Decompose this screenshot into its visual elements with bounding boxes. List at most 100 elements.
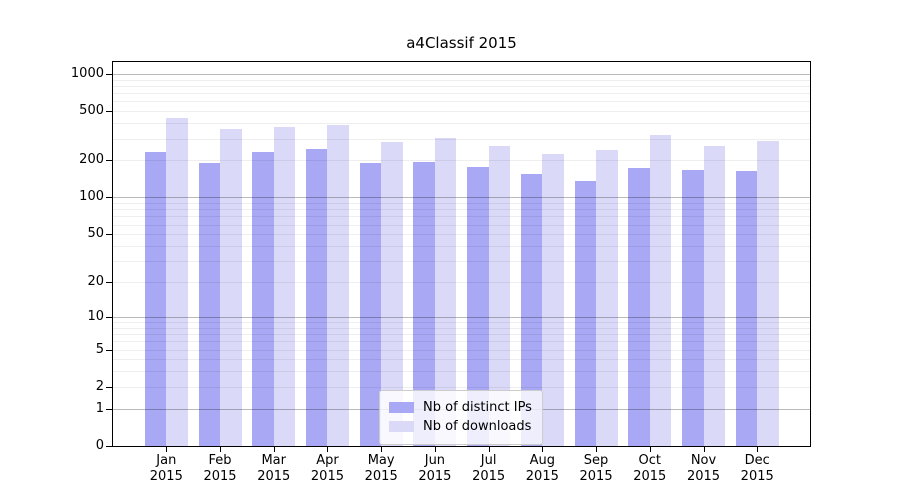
legend: Nb of distinct IPs Nb of downloads [379, 390, 543, 445]
minor-gridline-50 [113, 234, 810, 236]
x-tick-label-jul: Jul 2015 [472, 453, 506, 484]
y-tick-mark-10 [106, 316, 112, 318]
x-tick-label-nov: Nov 2015 [686, 453, 721, 484]
chart-title: a4Classif 2015 [406, 34, 517, 52]
bar-feb-downloads [220, 129, 242, 446]
x-tick-label-oct: Oct 2015 [633, 453, 667, 484]
minor-gridline-70 [113, 216, 810, 218]
minor-gridline-6 [113, 341, 810, 343]
x-tick-label-dec: Dec 2015 [740, 453, 774, 484]
x-tick-label-apr: Apr 2015 [310, 453, 344, 484]
minor-gridline-500 [113, 111, 810, 113]
bar-aug-distinct-ips [520, 174, 543, 446]
bar-jan-distinct-ips [144, 152, 167, 446]
x-tick-mark-jul [488, 447, 490, 452]
y-tick-mark-100 [106, 197, 112, 199]
bar-apr-distinct-ips [305, 149, 328, 446]
minor-gridline-20 [113, 282, 810, 284]
x-tick-label-mar: Mar 2015 [257, 453, 291, 484]
minor-gridline-400 [113, 123, 810, 125]
bar-sep-downloads [596, 149, 618, 446]
y-tick-label-50: 50 [87, 226, 104, 242]
x-tick-mark-jan [166, 447, 168, 452]
bar-oct-distinct-ips [628, 168, 650, 446]
bar-mar-distinct-ips [252, 151, 274, 446]
y-tick-label-200: 200 [79, 152, 104, 168]
minor-gridline-200 [113, 160, 810, 162]
bar-sep-distinct-ips [574, 181, 597, 446]
minor-gridline-900 [113, 79, 810, 81]
x-tick-mark-apr [327, 447, 329, 452]
x-tick-label-aug: Aug 2015 [525, 453, 559, 484]
y-tick-label-0: 0 [95, 438, 104, 453]
x-tick-mark-feb [220, 447, 222, 452]
legend-label-downloads: Nb of downloads [423, 418, 532, 434]
x-tick-label-jan: Jan 2015 [149, 453, 183, 484]
x-tick-mark-sep [596, 447, 598, 452]
legend-row-downloads: Nb of downloads [389, 418, 532, 435]
x-tick-mark-aug [542, 447, 544, 452]
minor-gridline-40 [113, 246, 810, 247]
bar-jun-downloads [434, 137, 457, 446]
y-tick-label-1000: 1000 [70, 65, 104, 81]
y-tick-mark-2 [106, 386, 112, 388]
y-tick-label-1: 1 [95, 400, 104, 416]
bar-dec-distinct-ips [735, 171, 758, 446]
y-tick-mark-0 [106, 446, 112, 447]
minor-gridline-2 [113, 386, 810, 388]
bar-aug-downloads [542, 153, 564, 446]
x-tick-label-may: May 2015 [364, 453, 398, 484]
x-tick-mark-oct [649, 447, 651, 452]
bar-may-distinct-ips [359, 162, 382, 446]
minor-gridline-5 [113, 349, 810, 351]
x-tick-label-feb: Feb 2015 [203, 453, 237, 484]
y-tick-mark-500 [106, 111, 112, 113]
major-gridline-100 [113, 197, 810, 199]
y-tick-mark-20 [106, 282, 112, 284]
y-tick-mark-200 [106, 160, 112, 162]
y-tick-label-100: 100 [79, 189, 104, 205]
bar-may-downloads [381, 141, 403, 446]
legend-swatch-downloads [389, 421, 414, 432]
x-tick-mark-mar [273, 447, 275, 452]
minor-gridline-4 [113, 359, 810, 361]
minor-gridline-60 [113, 224, 810, 226]
x-tick-label-jun: Jun 2015 [418, 453, 452, 484]
x-tick-mark-dec [757, 447, 759, 452]
bar-mar-downloads [273, 126, 296, 446]
bar-apr-downloads [327, 125, 349, 446]
bar-jul-downloads [488, 146, 511, 446]
bar-jun-distinct-ips [413, 162, 435, 446]
bar-nov-downloads [703, 146, 725, 446]
y-tick-mark-5 [106, 349, 112, 351]
minor-gridline-8 [113, 327, 810, 329]
minor-gridline-3 [113, 371, 810, 373]
y-tick-label-5: 5 [95, 341, 104, 357]
minor-gridline-700 [113, 93, 810, 95]
minor-gridline-300 [113, 138, 810, 140]
x-tick-mark-nov [703, 447, 705, 452]
major-gridline-10 [113, 316, 810, 318]
y-tick-label-10: 10 [87, 308, 104, 324]
minor-gridline-7 [113, 334, 810, 336]
x-tick-mark-may [381, 447, 383, 452]
minor-gridline-30 [113, 261, 810, 263]
legend-label-distinct-ips: Nb of distinct IPs [423, 399, 532, 415]
x-tick-label-sep: Sep 2015 [579, 453, 613, 484]
x-tick-mark-jun [434, 447, 436, 452]
bar-feb-distinct-ips [198, 163, 221, 446]
bar-dec-downloads [757, 141, 779, 446]
bar-nov-distinct-ips [682, 169, 704, 446]
minor-gridline-90 [113, 203, 810, 205]
y-tick-label-500: 500 [79, 103, 104, 119]
y-tick-mark-1000 [106, 73, 112, 75]
bar-jul-distinct-ips [467, 166, 489, 446]
bar-oct-downloads [649, 135, 672, 446]
plot-area: Nb of distinct IPs Nb of downloads [113, 62, 810, 446]
minor-gridline-800 [113, 85, 810, 87]
minor-gridline-600 [113, 101, 810, 103]
minor-gridline-80 [113, 209, 810, 211]
y-tick-label-2: 2 [95, 378, 104, 394]
major-gridline-1000 [113, 73, 810, 75]
